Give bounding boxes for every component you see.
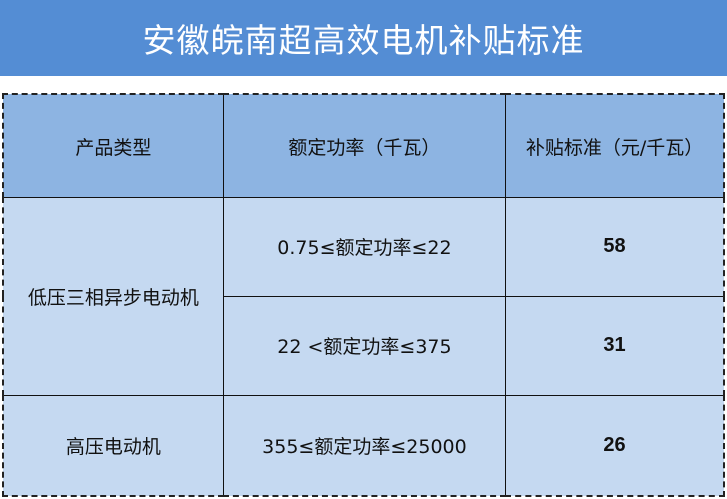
cell-subsidy: 58 <box>505 197 725 297</box>
cell-subsidy: 31 <box>505 295 725 396</box>
cell-rated-power: 0.75≤额定功率≤22 <box>222 197 507 297</box>
cell-rated-power: 22 <额定功率≤375 <box>222 295 507 396</box>
subsidy-table: 产品类型 额定功率（千瓦） 补贴标准（元/千瓦） 低压三相异步电动机 0.75≤… <box>2 93 725 497</box>
cell-product-type: 低压三相异步电动机 <box>2 197 224 396</box>
table-row: 高压电动机 355≤额定功率≤25000 26 <box>2 394 725 497</box>
table-row: 低压三相异步电动机 0.75≤额定功率≤22 58 <box>2 197 725 396</box>
header-rated-power: 额定功率（千瓦） <box>222 93 507 198</box>
page-title: 安徽皖南超高效电机补贴标准 <box>0 0 727 76</box>
table-header-row: 产品类型 额定功率（千瓦） 补贴标准（元/千瓦） <box>2 93 725 198</box>
cell-product-type: 高压电动机 <box>2 394 224 497</box>
table-row: 22 <额定功率≤375 31 <box>3 295 725 396</box>
header-subsidy: 补贴标准（元/千瓦） <box>505 93 725 198</box>
cell-rated-power: 355≤额定功率≤25000 <box>222 394 507 497</box>
header-product-type: 产品类型 <box>2 93 224 198</box>
cell-subsidy: 26 <box>505 394 725 497</box>
